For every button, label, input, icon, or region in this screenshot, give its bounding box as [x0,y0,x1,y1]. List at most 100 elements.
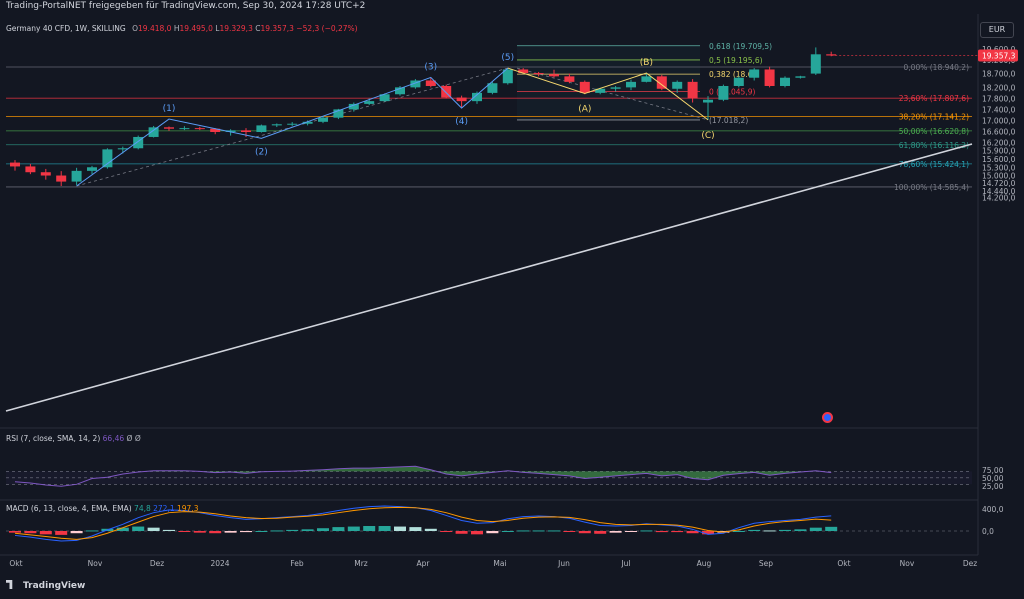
time-tick-label: Dez [963,559,977,568]
time-tick-label: Dez [150,559,164,568]
price-tick-label: 15.900,0 [982,147,1016,156]
change-value: −52,3 (−0,27%) [296,24,358,33]
macd-histogram-bar [440,531,453,532]
impulse-wave-label: (3) [424,62,437,72]
candle-body [749,69,760,78]
candle-body [225,130,236,133]
time-tick-label: Okt [9,559,22,568]
price-tick-label: 14.200,0 [982,194,1016,203]
share-header: Trading-PortalNET freigegeben für Tradin… [0,0,1024,14]
candle-body [703,99,713,103]
macd-histogram-bar [825,526,838,531]
correction-wave-label: (A) [578,104,591,114]
candle-body [40,172,51,176]
macd-histogram-bar [640,530,653,532]
macd-tick-label: 400,0 [982,505,1004,514]
macd-histogram-bar [55,531,68,535]
macd-signal-line [14,506,832,540]
fib-retracement-label: 23,60% (17.807,6) [899,94,969,103]
price-tick-label: 16.600,0 [982,127,1016,136]
brand-label: TradingView [23,581,86,591]
candle-body [425,80,436,86]
price-tick-label: 15.300,0 [982,163,1016,172]
candle-body [595,88,606,93]
macd-histogram-bar [594,531,607,534]
candle-body [533,73,544,75]
macd-histogram-bar [301,529,314,531]
fib-extension-label: 0 (18.045,9) [709,88,755,97]
rsi-extra: Ø Ø [126,434,141,443]
macd-histogram-bar [39,531,52,535]
chart-canvas[interactable]: 19.600,019.200,018.700,018.200,017.800,0… [0,14,1024,595]
fib-extension-label: 0,618 (19.709,5) [709,42,772,51]
price-tick-label: 16.200,0 [982,138,1016,147]
candle-body [456,97,467,102]
correction-wave-label: (C) [701,131,714,141]
candle-body [687,81,698,99]
candle-body [641,76,652,82]
candle-body [564,76,575,82]
price-tick-label: 17.000,0 [982,116,1016,125]
candle-body [395,87,405,95]
macd-histogram-bar [794,529,807,531]
candle-body [348,103,359,110]
candle-body [194,128,205,130]
macd-histogram-bar [563,531,576,532]
candle-body [287,123,298,125]
c-value: 19.357,3 [260,24,294,33]
macd-histogram-bar [655,531,668,533]
macd-value: 272,1 [153,504,175,513]
candle-body [410,80,421,88]
time-tick-label: Nov [88,559,103,568]
fib-retracement-label: 0,00% (18.940,2) [904,63,970,72]
h-label: H [173,24,180,33]
macd-histogram-bar [178,531,191,532]
fib-retracement-label: 38,20% (17.141,2) [899,113,969,122]
macd-legend: MACD (6, 13, close, 4, EMA, EMA) 74,8 27… [6,504,199,513]
macd-histogram-bar [240,531,252,533]
macd-histogram-bar [332,527,345,531]
time-tick-label: Mrz [354,559,368,568]
time-tick-label: Jun [557,559,570,568]
macd-histogram-bar [424,528,437,531]
candle-body [733,77,744,86]
candle-body [164,127,174,129]
candle-body [610,87,621,89]
macd-histogram-bar [363,526,376,531]
macd-histogram-bar [394,526,406,531]
price-tick-label: 15.600,0 [982,155,1016,164]
impulse-wave-label: (5) [501,53,514,63]
price-tick-label: 18.200,0 [982,83,1016,92]
candle-body [256,125,267,133]
candle-body [656,76,667,89]
wave-channel-line [516,67,709,121]
candle-body [718,85,729,100]
fib-retracement-label: 61,80% (16.116,2) [899,141,969,150]
currency-button[interactable]: EUR [980,22,1014,38]
candle-body [333,109,344,118]
o-label: O [132,24,139,33]
macd-histogram-bar [532,530,545,532]
time-tick-label: Apr [417,559,431,568]
macd-histogram-bar [748,529,761,531]
candle-body [826,54,837,56]
macd-histogram-bar [548,530,560,532]
macd-hist-value: 74,8 [134,504,151,513]
macd-histogram-bar [224,531,237,533]
fib-extension-label: (17.018,2) [709,116,748,125]
impulse-wave-label: (2) [255,147,268,157]
price-tick-label: 17.400,0 [982,105,1016,114]
candle-body [379,94,390,102]
fib-extension-label: 0,5 (19.195,6) [709,56,763,65]
symbol-label: Germany 40 CFD, 1W, SKILLING [6,24,126,33]
macd-histogram-bar [163,529,175,531]
time-tick-label: Mai [493,559,506,568]
macd-histogram-bar [455,531,468,534]
candle-body [487,83,498,93]
chart-area[interactable]: 19.600,019.200,018.700,018.200,017.800,0… [0,14,1024,595]
candle-body [271,124,282,126]
time-tick-label: Okt [837,559,850,568]
alert-icon[interactable] [822,412,833,423]
impulse-wave-line [76,67,509,187]
macd-histogram-bar [671,531,684,533]
